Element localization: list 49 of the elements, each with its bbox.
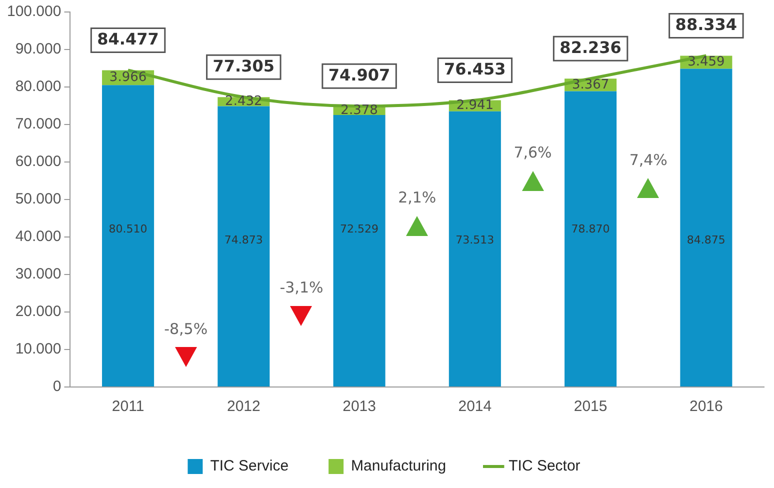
legend-label: TIC Service [210, 458, 289, 475]
bar [564, 91, 617, 386]
data-label: 3.367 [572, 77, 610, 92]
legend-label: Manufacturing [351, 458, 446, 475]
y-tick-label: 20.000 [15, 303, 62, 320]
data-label: 3.459 [688, 54, 725, 70]
data-label: 80.510 [108, 222, 148, 236]
y-tick-label: 40.000 [15, 228, 62, 246]
data-label: 73.513 [456, 234, 494, 247]
y-tick-label: 90.000 [15, 40, 62, 58]
x-tick-label: 2011 [112, 398, 144, 416]
data-label: 76.453 [444, 59, 506, 78]
data-label: 78.870 [571, 222, 610, 236]
y-tick-label: 100.000 [6, 3, 62, 20]
x-tick-label: 2012 [226, 398, 260, 416]
y-tick-label: 30.000 [15, 266, 62, 283]
bar [218, 106, 270, 386]
annotation: 7,4% [629, 151, 668, 170]
x-tick-label: 2013 [342, 398, 376, 416]
data-label: 2.432 [225, 94, 262, 110]
x-tick-label: 2016 [690, 398, 723, 416]
bar [102, 85, 154, 386]
x-tick-label: 2014 [458, 398, 492, 416]
y-tick-label: 80.000 [15, 78, 62, 96]
data-label: 84.875 [686, 234, 726, 247]
data-label: 72.529 [340, 222, 379, 236]
y-tick-label: 60.000 [15, 153, 62, 170]
y-tick-label: 0 [52, 378, 62, 396]
data-label: 3.966 [109, 70, 147, 86]
y-tick-label: 50.000 [15, 190, 62, 208]
x-tick-label: 2015 [574, 398, 608, 416]
annotation: -3,1% [280, 278, 324, 297]
data-label: 77.305 [212, 56, 275, 76]
data-label: 2.941 [456, 98, 494, 114]
bar [680, 68, 732, 386]
data-label: 84.477 [97, 29, 159, 48]
data-label: 2.378 [340, 102, 378, 118]
y-tick-label: 10.000 [15, 340, 62, 358]
annotation: 7,6% [514, 144, 552, 162]
y-tick-label: 70.000 [15, 116, 62, 133]
bar [333, 115, 386, 386]
bar [448, 111, 501, 386]
data-label: 74.873 [224, 234, 263, 247]
annotation: -8,5% [164, 320, 208, 338]
data-label: 74.907 [328, 65, 390, 84]
data-label: 88.334 [675, 14, 738, 34]
data-label: 82.236 [560, 38, 622, 57]
annotation: 2,1% [398, 188, 436, 207]
legend-label: TIC Sector [508, 458, 580, 475]
